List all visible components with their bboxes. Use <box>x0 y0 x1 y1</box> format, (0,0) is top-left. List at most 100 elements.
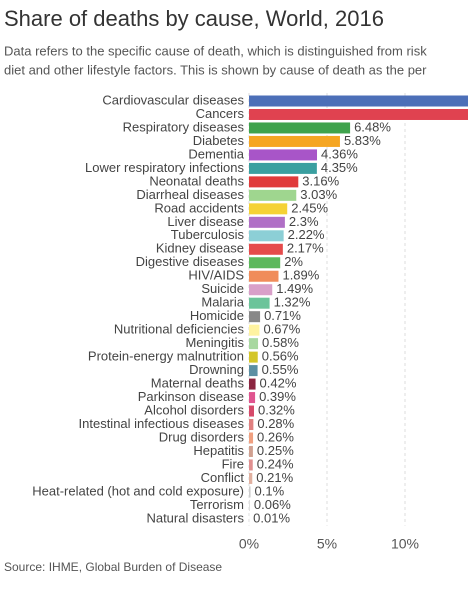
value-label: 1.89% <box>282 268 319 283</box>
value-label: 1.49% <box>276 281 313 296</box>
bar <box>249 405 254 417</box>
category-label: Drug disorders <box>159 429 245 444</box>
value-label: 5.83% <box>344 133 381 148</box>
bar <box>249 432 254 444</box>
category-label: Heat-related (hot and cold exposure) <box>32 483 244 498</box>
value-label: 2.17% <box>287 241 324 256</box>
category-label: Meningitis <box>185 335 244 350</box>
bar <box>249 257 281 269</box>
bar <box>249 324 260 336</box>
value-label: 0.55% <box>262 362 299 377</box>
x-tick-label: 10% <box>391 536 419 552</box>
bar <box>249 135 340 147</box>
value-label: 4.36% <box>321 146 358 161</box>
bar <box>249 95 468 107</box>
value-label: 4.35% <box>321 160 358 175</box>
value-label: 2.3% <box>289 214 319 229</box>
value-label: 0.56% <box>262 349 299 364</box>
value-label: 0.67% <box>263 322 300 337</box>
bar <box>249 189 297 201</box>
bar <box>249 419 254 431</box>
category-label: Tuberculosis <box>171 227 245 242</box>
value-label: 3.03% <box>300 187 337 202</box>
category-label: Maternal deaths <box>151 376 245 391</box>
bar <box>249 486 251 498</box>
category-label: Digestive diseases <box>136 254 245 269</box>
category-label: Fire <box>222 456 244 471</box>
value-label: 0.06% <box>254 497 291 512</box>
category-label: Cardiovascular diseases <box>102 92 244 107</box>
category-label: Nutritional deficiencies <box>114 322 245 337</box>
bar <box>249 297 270 309</box>
bar <box>249 162 317 174</box>
bar <box>249 392 256 404</box>
category-label: Intestinal infectious diseases <box>79 416 245 431</box>
category-label: Road accidents <box>154 200 244 215</box>
bar <box>249 243 283 255</box>
bar <box>249 176 299 188</box>
category-label: Parkinson disease <box>138 389 244 404</box>
value-label: 0.1% <box>255 483 285 498</box>
value-label: 0.21% <box>256 470 293 485</box>
category-label: Natural disasters <box>146 510 244 525</box>
category-label: Lower respiratory infections <box>85 160 244 175</box>
value-label: 0.32% <box>258 402 295 417</box>
bar <box>249 122 351 134</box>
value-label: 0.58% <box>262 335 299 350</box>
bar <box>249 351 258 363</box>
category-label: Homicide <box>190 308 244 323</box>
category-label: Liver disease <box>167 214 244 229</box>
value-label: 0.28% <box>257 416 294 431</box>
value-label: 0.01% <box>253 510 290 525</box>
category-label: Kidney disease <box>156 241 244 256</box>
value-label: 0.25% <box>257 443 294 458</box>
bar <box>249 284 273 296</box>
category-label: Respiratory diseases <box>123 119 245 134</box>
bar <box>249 499 250 511</box>
value-label: 0.71% <box>264 308 301 323</box>
category-label: Diabetes <box>193 133 245 148</box>
value-label: 0.26% <box>257 429 294 444</box>
x-tick-label: 5% <box>317 536 337 552</box>
category-label: Cancers <box>196 106 245 121</box>
value-label: 3.16% <box>302 173 339 188</box>
bar <box>249 270 279 282</box>
category-label: Diarrheal diseases <box>136 187 244 202</box>
chart-subtitle: diet and other lifestyle factors. This i… <box>4 62 427 77</box>
bar <box>249 445 253 457</box>
value-label: 1.32% <box>274 295 311 310</box>
bar <box>249 108 468 120</box>
category-label: Suicide <box>201 281 244 296</box>
value-label: 0.39% <box>259 389 296 404</box>
bar <box>249 203 288 215</box>
bar <box>249 378 256 390</box>
category-label: Dementia <box>188 146 244 161</box>
value-label: 2.45% <box>291 200 328 215</box>
x-tick-label: 0% <box>239 536 259 552</box>
value-label: 0.24% <box>257 456 294 471</box>
category-label: Neonatal deaths <box>149 173 244 188</box>
bar <box>249 472 253 484</box>
category-label: Conflict <box>201 470 245 485</box>
value-label: 2% <box>284 254 303 269</box>
bar <box>249 365 258 377</box>
category-label: Terrorism <box>190 497 244 512</box>
chart-title: Share of deaths by cause, World, 2016 <box>4 6 384 31</box>
source: Source: IHME, Global Burden of Disease <box>4 560 222 574</box>
value-label: 2.22% <box>288 227 325 242</box>
value-label: 6.48% <box>354 119 391 134</box>
category-label: Drowning <box>189 362 244 377</box>
bar <box>249 149 318 161</box>
bar <box>249 216 285 228</box>
category-label: Hepatitis <box>193 443 244 458</box>
category-label: HIV/AIDS <box>188 268 244 283</box>
category-label: Alcohol disorders <box>144 402 244 417</box>
chart-subtitle: Data refers to the specific cause of dea… <box>4 43 427 58</box>
bar <box>249 459 253 471</box>
category-label: Malaria <box>201 295 244 310</box>
category-label: Protein-energy malnutrition <box>88 349 244 364</box>
bar <box>249 230 284 242</box>
bar <box>249 311 261 323</box>
value-label: 0.42% <box>260 376 297 391</box>
